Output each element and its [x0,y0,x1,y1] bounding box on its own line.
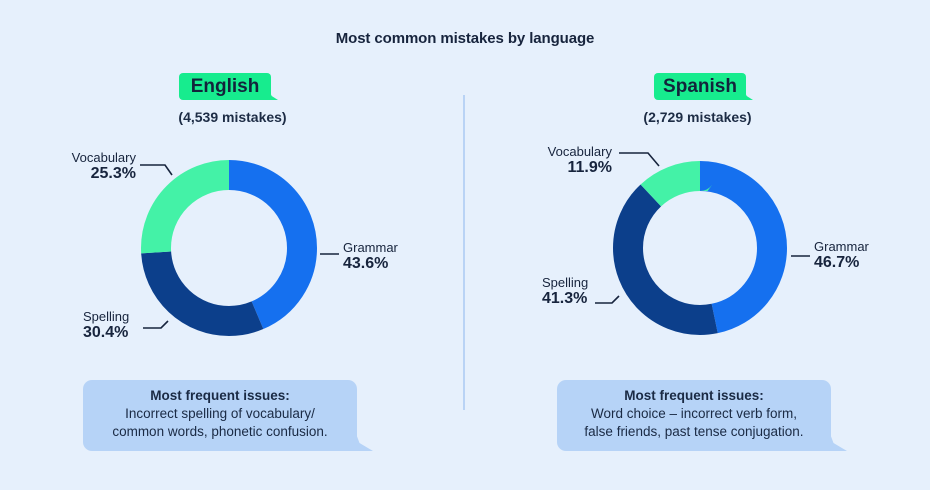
spelling-segment [141,160,317,336]
issues-line-1: Incorrect spelling of vocabulary/ [125,406,315,421]
grammar-label: Grammar 46.7% [814,239,869,271]
panel-divider [463,95,465,410]
language-label: English [190,76,260,97]
spelling-label: Spelling 41.3% [542,275,589,307]
badge-tail [744,90,753,100]
language-badge: Spanish [654,73,753,100]
issues-line-2: false friends, past tense conjugation. [584,424,804,439]
bubble-tail [829,431,847,451]
spelling-leader [143,320,169,329]
bubble-tail [355,431,373,451]
issues-heading: Most frequent issues: [624,388,764,403]
spelling-label: Spelling 30.4% [83,309,130,341]
spanish-panel: Spanish (2,729 mistakes) Grammar 46.7% V… [465,0,930,490]
spelling-segment [613,161,787,335]
grammar-label: Grammar 43.6% [343,240,398,272]
issues-heading: Most frequent issues: [150,388,290,403]
language-label: Spanish [663,76,737,97]
issues-line-1: Word choice – incorrect verb form, [590,406,798,421]
issues-bubble: Most frequent issues: Word choice – inco… [557,380,847,451]
issues-line-2: common words, phonetic confusion. [112,424,328,439]
chart-title: Most common mistakes by language [335,30,595,47]
vocabulary-leader [619,152,660,167]
mistake-count: (4,539 mistakes) [178,109,287,125]
language-badge: English [179,73,278,100]
issues-bubble: Most frequent issues: Incorrect spelling… [83,380,373,451]
vocabulary-label: Vocabulary 11.9% [547,144,612,176]
vocabulary-leader [140,164,173,176]
mistake-count: (2,729 mistakes) [643,109,752,125]
english-panel: English (4,539 mistakes) Grammar 43.6% V… [71,73,398,451]
vocabulary-segment [141,160,317,336]
donut-chart-spanish [595,152,810,335]
spelling-leader [595,295,620,304]
badge-tail [269,90,278,100]
vocabulary-segment [613,161,787,335]
vocabulary-label: Vocabulary 25.3% [71,150,136,182]
donut-chart-english [140,160,339,336]
